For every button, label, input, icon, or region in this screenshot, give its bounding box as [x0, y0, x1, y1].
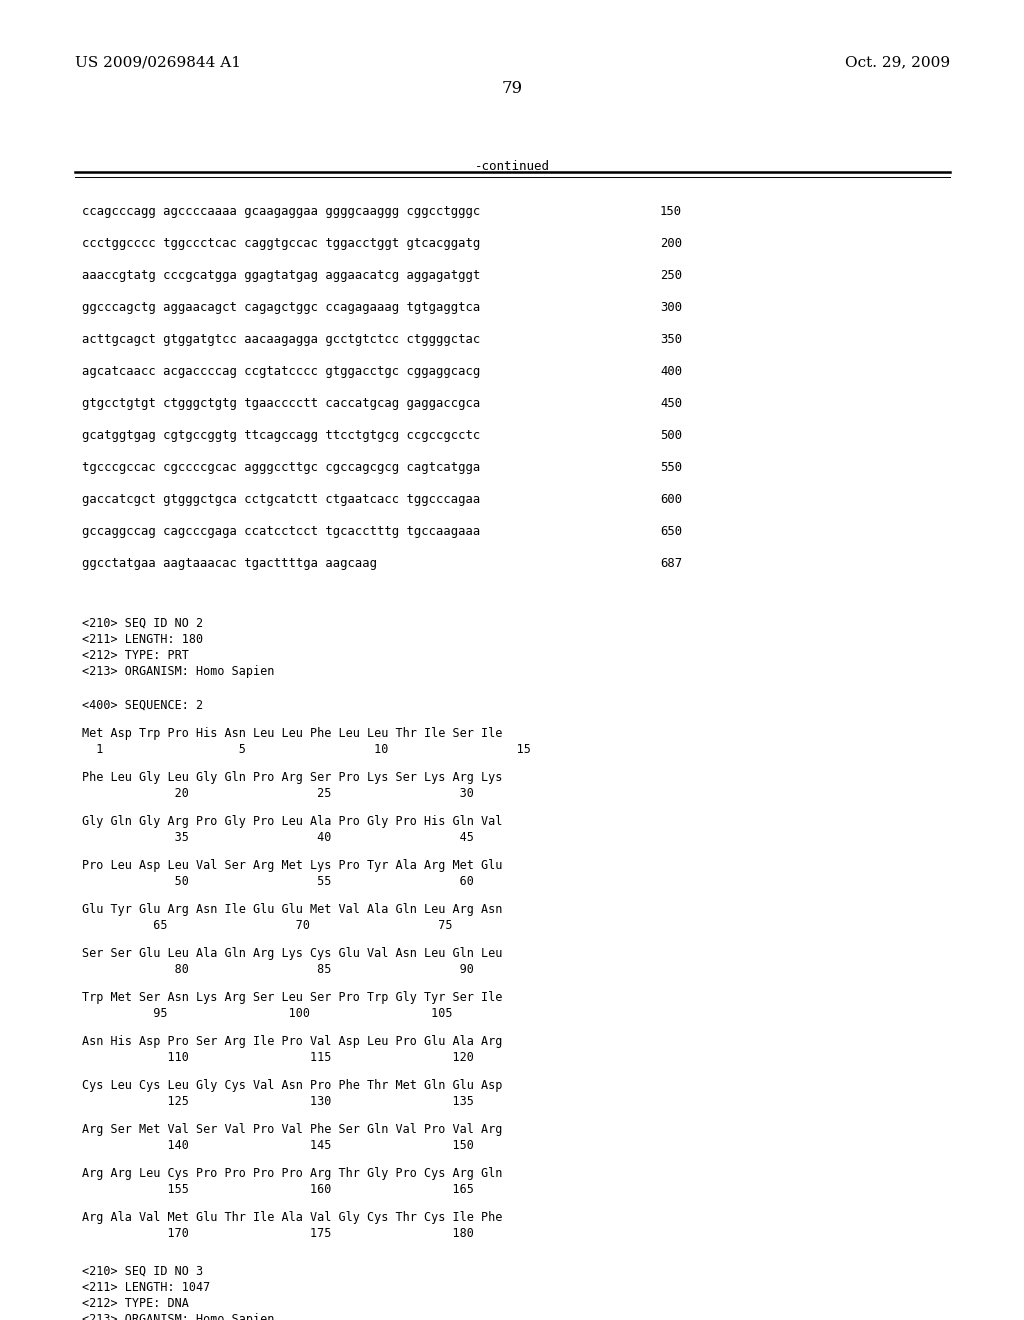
Text: 450: 450 [660, 397, 682, 411]
Text: 79: 79 [502, 81, 522, 96]
Text: Met Asp Trp Pro His Asn Leu Leu Phe Leu Leu Thr Ile Ser Ile: Met Asp Trp Pro His Asn Leu Leu Phe Leu … [82, 727, 503, 741]
Text: Arg Ser Met Val Ser Val Pro Val Phe Ser Gln Val Pro Val Arg: Arg Ser Met Val Ser Val Pro Val Phe Ser … [82, 1123, 503, 1137]
Text: <210> SEQ ID NO 2: <210> SEQ ID NO 2 [82, 616, 203, 630]
Text: 170                 175                 180: 170 175 180 [82, 1228, 474, 1239]
Text: -continued: -continued [474, 160, 550, 173]
Text: 350: 350 [660, 333, 682, 346]
Text: ggcctatgaa aagtaaacac tgacttttga aagcaag: ggcctatgaa aagtaaacac tgacttttga aagcaag [82, 557, 377, 570]
Text: US 2009/0269844 A1: US 2009/0269844 A1 [75, 55, 241, 69]
Text: 600: 600 [660, 492, 682, 506]
Text: <210> SEQ ID NO 3: <210> SEQ ID NO 3 [82, 1265, 203, 1278]
Text: gtgcctgtgt ctgggctgtg tgaacccctt caccatgcag gaggaccgca: gtgcctgtgt ctgggctgtg tgaacccctt caccatg… [82, 397, 480, 411]
Text: Trp Met Ser Asn Lys Arg Ser Leu Ser Pro Trp Gly Tyr Ser Ile: Trp Met Ser Asn Lys Arg Ser Leu Ser Pro … [82, 991, 503, 1005]
Text: 20                  25                  30: 20 25 30 [82, 787, 474, 800]
Text: Oct. 29, 2009: Oct. 29, 2009 [845, 55, 950, 69]
Text: 140                 145                 150: 140 145 150 [82, 1139, 474, 1152]
Text: Ser Ser Glu Leu Ala Gln Arg Lys Cys Glu Val Asn Leu Gln Leu: Ser Ser Glu Leu Ala Gln Arg Lys Cys Glu … [82, 946, 503, 960]
Text: <211> LENGTH: 1047: <211> LENGTH: 1047 [82, 1280, 210, 1294]
Text: <213> ORGANISM: Homo Sapien: <213> ORGANISM: Homo Sapien [82, 665, 274, 678]
Text: Asn His Asp Pro Ser Arg Ile Pro Val Asp Leu Pro Glu Ala Arg: Asn His Asp Pro Ser Arg Ile Pro Val Asp … [82, 1035, 503, 1048]
Text: Gly Gln Gly Arg Pro Gly Pro Leu Ala Pro Gly Pro His Gln Val: Gly Gln Gly Arg Pro Gly Pro Leu Ala Pro … [82, 814, 503, 828]
Text: tgcccgccac cgccccgcac agggccttgc cgccagcgcg cagtcatgga: tgcccgccac cgccccgcac agggccttgc cgccagc… [82, 461, 480, 474]
Text: 80                  85                  90: 80 85 90 [82, 964, 474, 975]
Text: Phe Leu Gly Leu Gly Gln Pro Arg Ser Pro Lys Ser Lys Arg Lys: Phe Leu Gly Leu Gly Gln Pro Arg Ser Pro … [82, 771, 503, 784]
Text: 155                 160                 165: 155 160 165 [82, 1183, 474, 1196]
Text: <211> LENGTH: 180: <211> LENGTH: 180 [82, 634, 203, 645]
Text: 110                 115                 120: 110 115 120 [82, 1051, 474, 1064]
Text: 687: 687 [660, 557, 682, 570]
Text: ggcccagctg aggaacagct cagagctggc ccagagaaag tgtgaggtca: ggcccagctg aggaacagct cagagctggc ccagaga… [82, 301, 480, 314]
Text: ccctggcccc tggccctcac caggtgccac tggacctggt gtcacggatg: ccctggcccc tggccctcac caggtgccac tggacct… [82, 238, 480, 249]
Text: acttgcagct gtggatgtcc aacaagagga gcctgtctcc ctggggctac: acttgcagct gtggatgtcc aacaagagga gcctgtc… [82, 333, 480, 346]
Text: Arg Arg Leu Cys Pro Pro Pro Pro Arg Thr Gly Pro Cys Arg Gln: Arg Arg Leu Cys Pro Pro Pro Pro Arg Thr … [82, 1167, 503, 1180]
Text: 1                   5                  10                  15: 1 5 10 15 [82, 743, 530, 756]
Text: 65                  70                  75: 65 70 75 [82, 919, 453, 932]
Text: ccagcccagg agccccaaaa gcaagaggaa ggggcaaggg cggcctgggc: ccagcccagg agccccaaaa gcaagaggaa ggggcaa… [82, 205, 480, 218]
Text: Pro Leu Asp Leu Val Ser Arg Met Lys Pro Tyr Ala Arg Met Glu: Pro Leu Asp Leu Val Ser Arg Met Lys Pro … [82, 859, 503, 873]
Text: Glu Tyr Glu Arg Asn Ile Glu Glu Met Val Ala Gln Leu Arg Asn: Glu Tyr Glu Arg Asn Ile Glu Glu Met Val … [82, 903, 503, 916]
Text: 250: 250 [660, 269, 682, 282]
Text: 95                 100                 105: 95 100 105 [82, 1007, 453, 1020]
Text: <400> SEQUENCE: 2: <400> SEQUENCE: 2 [82, 700, 203, 711]
Text: gaccatcgct gtgggctgca cctgcatctt ctgaatcacc tggcccagaa: gaccatcgct gtgggctgca cctgcatctt ctgaatc… [82, 492, 480, 506]
Text: <212> TYPE: PRT: <212> TYPE: PRT [82, 649, 188, 663]
Text: 500: 500 [660, 429, 682, 442]
Text: 125                 130                 135: 125 130 135 [82, 1096, 474, 1107]
Text: gccaggccag cagcccgaga ccatcctcct tgcacctttg tgccaagaaa: gccaggccag cagcccgaga ccatcctcct tgcacct… [82, 525, 480, 539]
Text: 550: 550 [660, 461, 682, 474]
Text: <212> TYPE: DNA: <212> TYPE: DNA [82, 1298, 188, 1309]
Text: <213> ORGANISM: Homo Sapien: <213> ORGANISM: Homo Sapien [82, 1313, 274, 1320]
Text: aaaccgtatg cccgcatgga ggagtatgag aggaacatcg aggagatggt: aaaccgtatg cccgcatgga ggagtatgag aggaaca… [82, 269, 480, 282]
Text: 200: 200 [660, 238, 682, 249]
Text: Cys Leu Cys Leu Gly Cys Val Asn Pro Phe Thr Met Gln Glu Asp: Cys Leu Cys Leu Gly Cys Val Asn Pro Phe … [82, 1078, 503, 1092]
Text: 35                  40                  45: 35 40 45 [82, 832, 474, 843]
Text: 650: 650 [660, 525, 682, 539]
Text: agcatcaacc acgaccccag ccgtatcccc gtggacctgc cggaggcacg: agcatcaacc acgaccccag ccgtatcccc gtggacc… [82, 366, 480, 378]
Text: 300: 300 [660, 301, 682, 314]
Text: gcatggtgag cgtgccggtg ttcagccagg ttcctgtgcg ccgccgcctc: gcatggtgag cgtgccggtg ttcagccagg ttcctgt… [82, 429, 480, 442]
Text: 150: 150 [660, 205, 682, 218]
Text: 400: 400 [660, 366, 682, 378]
Text: Arg Ala Val Met Glu Thr Ile Ala Val Gly Cys Thr Cys Ile Phe: Arg Ala Val Met Glu Thr Ile Ala Val Gly … [82, 1210, 503, 1224]
Text: 50                  55                  60: 50 55 60 [82, 875, 474, 888]
